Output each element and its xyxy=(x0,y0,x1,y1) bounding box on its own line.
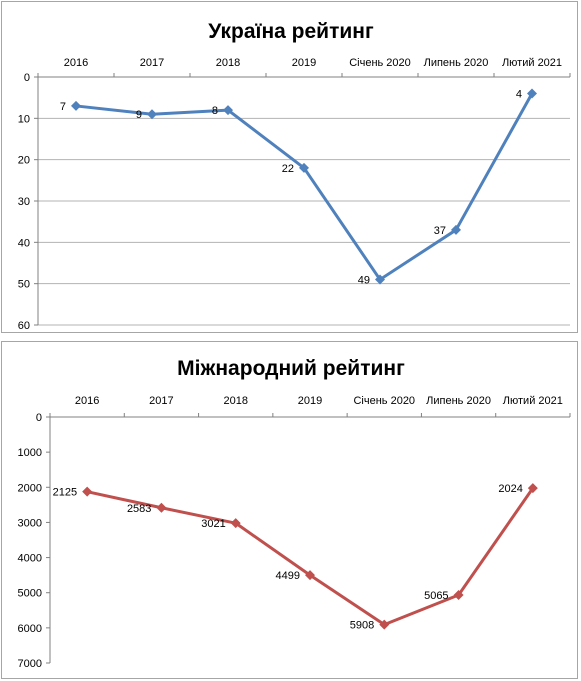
data-label: 4 xyxy=(516,89,522,101)
data-label: 2583 xyxy=(127,503,151,515)
category-label: Липень 2020 xyxy=(426,395,491,407)
data-point-marker xyxy=(223,105,233,116)
data-label: 7 xyxy=(60,101,66,113)
y-tick-label: 7000 xyxy=(18,658,42,670)
data-point-marker xyxy=(453,589,464,600)
category-label: 2019 xyxy=(292,57,316,69)
y-tick-label: 2000 xyxy=(18,482,42,494)
data-point-marker xyxy=(375,274,385,285)
data-label: 49 xyxy=(358,275,370,287)
data-label: 8 xyxy=(212,105,218,117)
category-label: 2017 xyxy=(140,57,164,69)
y-tick-label: 5000 xyxy=(18,588,42,600)
data-label: 37 xyxy=(434,225,446,237)
series-line xyxy=(86,487,535,627)
data-point-marker xyxy=(527,88,537,99)
data-point-marker xyxy=(82,486,93,497)
data-label: 4499 xyxy=(276,570,300,582)
data-label: 2125 xyxy=(53,487,77,499)
category-label: Лютий 2021 xyxy=(503,395,563,407)
data-point-marker xyxy=(299,162,309,173)
ukraine-rating-plot: Україна рейтинг 0 10 20 30 40 50 60 2016 2017 201… xyxy=(18,20,571,332)
data-point-marker xyxy=(305,570,315,581)
category-label: 2017 xyxy=(149,395,173,407)
y-tick-label: 3000 xyxy=(18,517,42,529)
category-label: 2016 xyxy=(64,57,88,69)
category-label: 2019 xyxy=(298,395,322,407)
series-line xyxy=(75,92,534,282)
y-tick-label: 30 xyxy=(18,196,30,208)
data-label: 3021 xyxy=(201,518,225,530)
category-label: 2018 xyxy=(216,57,240,69)
data-label: 5908 xyxy=(350,620,374,632)
y-tick-label: 10 xyxy=(18,113,30,125)
y-tick-label: 50 xyxy=(18,279,30,291)
data-point-marker xyxy=(379,619,390,630)
data-label: 2024 xyxy=(498,483,522,495)
y-tick-label: 40 xyxy=(18,237,30,249)
ukraine-rating-chart: Україна рейтинг 0 10 20 30 40 50 60 2016 2017 201… xyxy=(1,1,578,333)
category-label: Січень 2020 xyxy=(353,395,415,407)
y-tick-label: 4000 xyxy=(18,553,42,565)
y-tick-label: 6000 xyxy=(18,623,42,635)
data-label: 22 xyxy=(282,163,294,175)
y-tick-label: 0 xyxy=(24,72,30,84)
y-tick-label: 1000 xyxy=(18,447,42,459)
international-rating-chart: Міжнародний рейтинг 0 1000 2000 3000 4000 500… xyxy=(1,341,578,679)
category-label: 2018 xyxy=(223,395,247,407)
data-label: 9 xyxy=(136,109,142,121)
data-label: 5065 xyxy=(424,590,448,602)
y-tick-label: 60 xyxy=(18,320,30,332)
data-point-marker xyxy=(230,518,241,529)
data-point-marker xyxy=(71,100,81,111)
category-label: Січень 2020 xyxy=(349,57,411,69)
y-tick-label: 20 xyxy=(18,155,30,167)
data-point-marker xyxy=(156,502,167,513)
category-label: 2016 xyxy=(75,395,99,407)
international-rating-plot: Міжнародний рейтинг 0 1000 2000 3000 4000 500… xyxy=(18,357,571,670)
data-point-marker xyxy=(527,483,538,494)
y-tick-label: 0 xyxy=(36,412,42,424)
chart-title: Україна рейтинг xyxy=(208,20,374,43)
data-point-marker xyxy=(451,224,461,235)
category-label: Лютий 2021 xyxy=(502,57,562,69)
data-point-marker xyxy=(147,109,157,120)
category-label: Липень 2020 xyxy=(424,57,489,69)
chart-title: Міжнародний рейтинг xyxy=(177,357,405,380)
